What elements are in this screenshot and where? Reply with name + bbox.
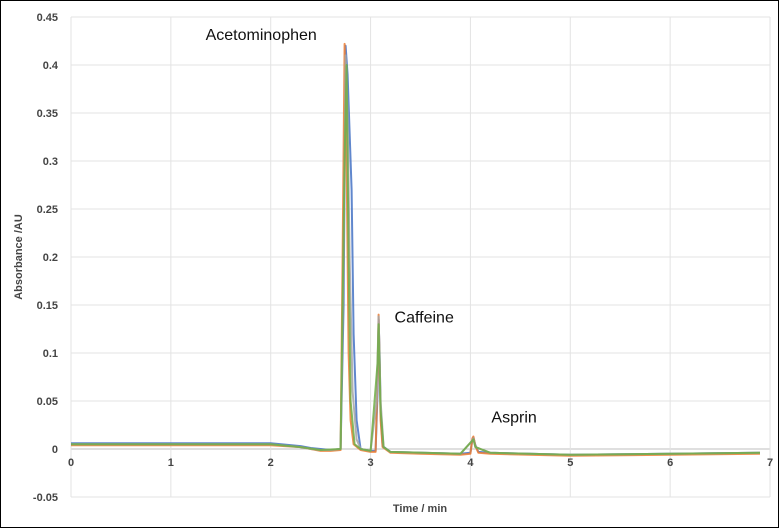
y-tick-labels: -0.05 0 0.05 0.1 0.15 0.2 0.25 0.3 0.35 0.4 0.45 [33, 12, 59, 504]
gridlines [70, 16, 771, 498]
x-tick-label: 6 [667, 457, 673, 469]
series-line-4 [71, 64, 761, 456]
y-tick-label: 0.3 [43, 156, 58, 168]
series-line-2 [71, 42, 761, 457]
y-tick-label: 0.4 [43, 60, 59, 72]
y-tick-label: 0.2 [43, 252, 58, 264]
y-tick-label: -0.05 [33, 492, 58, 504]
peak-label: Acetominophen [206, 27, 317, 44]
y-tick-label: 0.1 [43, 348, 58, 360]
peak-label: Asprin [491, 410, 536, 427]
x-tick-label: 3 [368, 457, 374, 469]
x-tick-label: 4 [467, 457, 474, 469]
x-tick-label: 1 [168, 457, 174, 469]
peak-label: Caffeine [395, 310, 454, 327]
series-line-1 [71, 44, 761, 456]
x-tick-label: 2 [268, 457, 274, 469]
x-tick-label: 0 [68, 457, 74, 469]
series-lines [71, 42, 761, 457]
series-line-3 [71, 54, 761, 456]
peak-annotations: Acetominophen Caffeine Asprin [206, 27, 537, 427]
y-tick-label: 0.25 [37, 204, 58, 216]
y-tick-label: 0.35 [37, 108, 58, 120]
y-tick-label: 0 [52, 444, 58, 456]
x-tick-labels: 0 1 2 3 4 5 6 7 [68, 457, 773, 469]
y-axis-title: Absorbance /AU [13, 214, 25, 300]
y-tick-label: 0.15 [37, 300, 58, 312]
x-tick-label: 7 [767, 457, 773, 469]
x-axis-title: Time / min [393, 503, 447, 515]
y-tick-label: 0.05 [37, 396, 58, 408]
x-tick-label: 5 [567, 457, 573, 469]
y-tick-label: 0.45 [37, 12, 58, 24]
